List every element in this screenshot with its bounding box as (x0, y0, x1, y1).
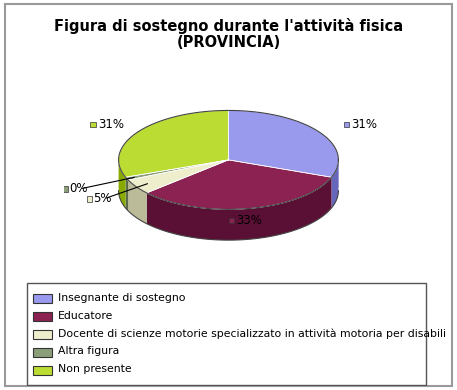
Text: Educatore: Educatore (58, 310, 113, 321)
Text: 5%: 5% (93, 192, 112, 206)
FancyBboxPatch shape (33, 347, 52, 357)
Text: 31%: 31% (98, 118, 124, 131)
Polygon shape (126, 177, 128, 211)
Text: Altra figura: Altra figura (58, 346, 119, 356)
Polygon shape (228, 110, 339, 177)
FancyBboxPatch shape (27, 283, 426, 385)
Polygon shape (118, 110, 228, 177)
Polygon shape (128, 180, 147, 224)
Text: Figura di sostegno durante l'attività fisica: Figura di sostegno durante l'attività fi… (54, 18, 403, 34)
Text: 0%: 0% (69, 183, 88, 195)
FancyBboxPatch shape (33, 312, 52, 321)
Text: Docente di scienze motorie specializzato in attività motoria per disabili: Docente di scienze motorie specializzato… (58, 328, 446, 339)
Polygon shape (147, 177, 331, 240)
Text: 31%: 31% (351, 118, 377, 131)
Polygon shape (128, 160, 228, 193)
Polygon shape (147, 160, 331, 209)
Polygon shape (228, 110, 339, 191)
Text: Non presente: Non presente (58, 364, 132, 374)
FancyBboxPatch shape (33, 294, 52, 303)
Text: (PROVINCIA): (PROVINCIA) (176, 35, 281, 50)
Text: Insegnante di sostegno: Insegnante di sostegno (58, 292, 185, 303)
Bar (63, 186, 68, 192)
FancyBboxPatch shape (33, 330, 52, 339)
Polygon shape (118, 160, 126, 208)
Bar (344, 122, 349, 128)
Polygon shape (126, 160, 228, 180)
Bar (86, 196, 92, 202)
Bar (90, 122, 96, 128)
Text: 33%: 33% (236, 214, 262, 227)
Bar (228, 218, 234, 223)
Polygon shape (331, 160, 339, 208)
FancyBboxPatch shape (33, 365, 52, 375)
